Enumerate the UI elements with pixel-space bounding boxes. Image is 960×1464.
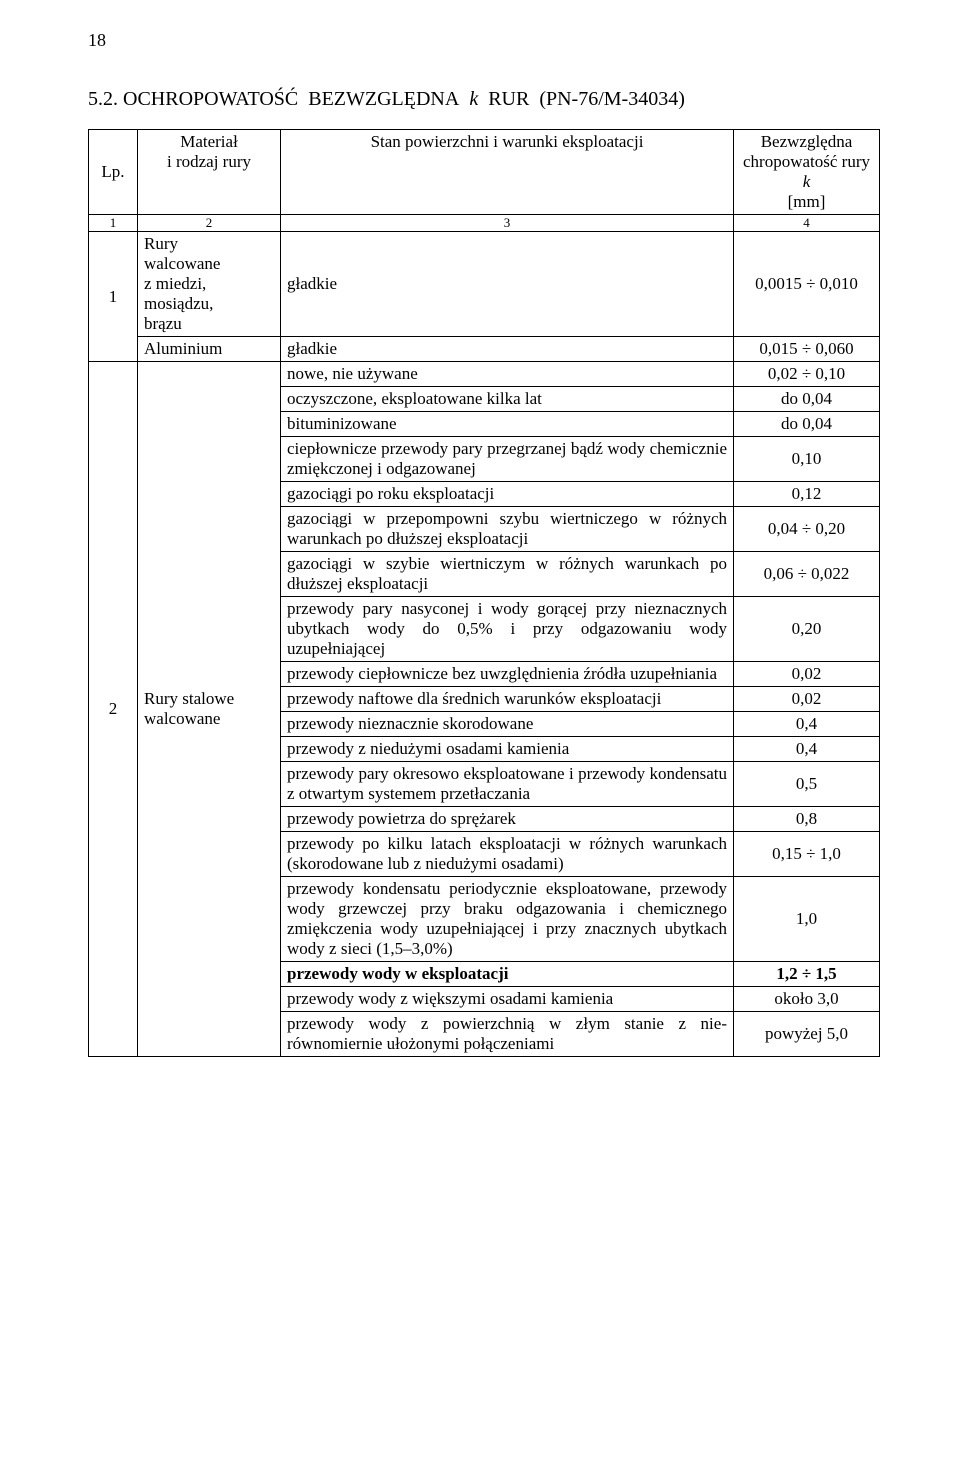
cell-text: walcowane xyxy=(144,254,220,273)
desc-cell: przewody wody z większymi osadami kamien… xyxy=(281,987,734,1012)
col-material: Materiał i rodzaj rury xyxy=(138,130,281,215)
desc-cell: przewody pary nasyconej i wody gorącej p… xyxy=(281,597,734,662)
desc-cell: przewody po kilku latach eksploatacji w … xyxy=(281,832,734,877)
value-cell: 0,12 xyxy=(734,482,880,507)
desc-cell: gazociągi po roku eksploatacji xyxy=(281,482,734,507)
header-text: Materiał xyxy=(180,132,238,151)
value-cell: 0,0015 ÷ 0,010 xyxy=(734,232,880,337)
col-lp: Lp. xyxy=(89,130,138,215)
desc-cell: przewody naftowe dla średnich warunków e… xyxy=(281,687,734,712)
col-state: Stan powierzchni i warunki eksploatacji xyxy=(281,130,734,215)
header-text: chropowatość rury xyxy=(743,152,870,171)
cell-text: walcowane xyxy=(144,709,220,728)
header-text: [mm] xyxy=(788,192,826,211)
material-cell: Rury stalowe walcowane xyxy=(138,362,281,1057)
value-cell: 0,02 xyxy=(734,662,880,687)
roughness-table: Lp. Materiał i rodzaj rury Stan powierzc… xyxy=(88,129,880,1057)
desc-cell: przewody ciepłownicze bez uwzględnienia … xyxy=(281,662,734,687)
table-colnum-row: 1 2 3 4 xyxy=(89,215,880,232)
value-cell: 0,15 ÷ 1,0 xyxy=(734,832,880,877)
desc-cell: przewody powietrza do sprężarek xyxy=(281,807,734,832)
value-cell: 0,02 xyxy=(734,687,880,712)
desc-cell: gazociągi w przepompowni szybu wiertnicz… xyxy=(281,507,734,552)
value-cell: około 3,0 xyxy=(734,987,880,1012)
value-cell: do 0,04 xyxy=(734,412,880,437)
table-row: Aluminium gładkie 0,015 ÷ 0,060 xyxy=(89,337,880,362)
lp-cell: 1 xyxy=(89,232,138,362)
cell-text: z miedzi, xyxy=(144,274,206,293)
value-cell: 0,10 xyxy=(734,437,880,482)
value-cell: 0,4 xyxy=(734,712,880,737)
colnum: 4 xyxy=(734,215,880,232)
desc-cell: nowe, nie używane xyxy=(281,362,734,387)
desc-cell: przewody z niedużymi osadami kamienia xyxy=(281,737,734,762)
desc-cell: ciepłownicze przewody pary przegrzanej b… xyxy=(281,437,734,482)
table-row: 1 Rury walcowane z miedzi, mosiądzu, brą… xyxy=(89,232,880,337)
value-cell: 0,20 xyxy=(734,597,880,662)
page-number: 18 xyxy=(88,30,106,51)
desc-cell: gładkie xyxy=(281,337,734,362)
value-cell: 0,015 ÷ 0,060 xyxy=(734,337,880,362)
header-text: Bezwzględna xyxy=(761,132,853,151)
value-cell: 0,02 ÷ 0,10 xyxy=(734,362,880,387)
colnum: 1 xyxy=(89,215,138,232)
header-text: i rodzaj rury xyxy=(167,152,251,171)
value-cell: 1,0 xyxy=(734,877,880,962)
cell-text: Rury xyxy=(144,234,178,253)
value-cell: 0,4 xyxy=(734,737,880,762)
desc-cell: przewody kondensatu periodycznie eksploa… xyxy=(281,877,734,962)
cell-text: mosiądzu, xyxy=(144,294,213,313)
desc-cell: przewody wody z powierzchnią w złym stan… xyxy=(281,1012,734,1057)
header-text: k xyxy=(803,172,811,191)
section-title: 5.2. OCHROPOWATOŚĆ BEZWZGLĘDNA k RUR (PN… xyxy=(88,86,880,113)
lp-cell: 2 xyxy=(89,362,138,1057)
colnum: 3 xyxy=(281,215,734,232)
value-cell: 1,2 ÷ 1,5 xyxy=(734,962,880,987)
value-cell: do 0,04 xyxy=(734,387,880,412)
value-cell: 0,04 ÷ 0,20 xyxy=(734,507,880,552)
value-cell: 0,5 xyxy=(734,762,880,807)
desc-cell: przewody pary okresowo eksploatowane i p… xyxy=(281,762,734,807)
desc-cell: gładkie xyxy=(281,232,734,337)
table-header-row: Lp. Materiał i rodzaj rury Stan powierzc… xyxy=(89,130,880,215)
desc-cell: przewody nieznacznie skorodowane xyxy=(281,712,734,737)
value-cell: powyżej 5,0 xyxy=(734,1012,880,1057)
material-cell: Rury walcowane z miedzi, mosiądzu, brązu xyxy=(138,232,281,337)
value-cell: 0,06 ÷ 0,022 xyxy=(734,552,880,597)
colnum: 2 xyxy=(138,215,281,232)
col-roughness: Bezwzględna chropowatość rury k [mm] xyxy=(734,130,880,215)
cell-text: Rury stalowe xyxy=(144,689,234,708)
value-cell: 0,8 xyxy=(734,807,880,832)
desc-cell: przewody wody w eksploatacji xyxy=(281,962,734,987)
cell-text: brązu xyxy=(144,314,182,333)
desc-cell: gazociągi w szybie wiertniczym w różnych… xyxy=(281,552,734,597)
material-cell: Aluminium xyxy=(138,337,281,362)
desc-cell: oczyszczone, eksploatowane kilka lat xyxy=(281,387,734,412)
table-row: 2 Rury stalowe walcowane nowe, nie używa… xyxy=(89,362,880,387)
desc-cell: bituminizowane xyxy=(281,412,734,437)
